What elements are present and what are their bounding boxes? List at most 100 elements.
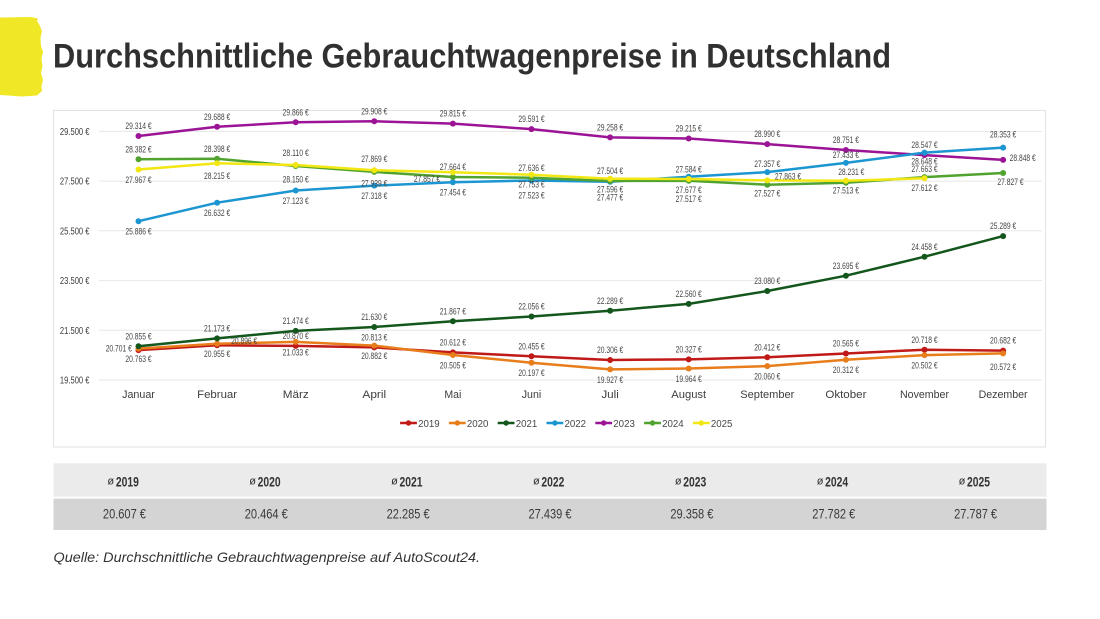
svg-text:ø: ø xyxy=(959,475,966,487)
svg-text:23.080 €: 23.080 € xyxy=(754,276,780,286)
svg-text:Februar: Februar xyxy=(197,389,237,401)
svg-text:21.500 €: 21.500 € xyxy=(60,326,90,337)
svg-text:20.870 €: 20.870 € xyxy=(283,331,309,341)
svg-text:20.896 €: 20.896 € xyxy=(231,336,257,346)
svg-text:27.123 €: 27.123 € xyxy=(283,196,309,206)
svg-text:27.596 €: 27.596 € xyxy=(597,185,623,195)
svg-text:20.701 €: 20.701 € xyxy=(106,343,132,353)
svg-text:21.033 €: 21.033 € xyxy=(283,347,309,357)
svg-text:27.863 €: 27.863 € xyxy=(775,172,801,182)
svg-text:2020: 2020 xyxy=(258,474,281,489)
svg-text:20.607 €: 20.607 € xyxy=(103,505,146,521)
svg-text:20.763 €: 20.763 € xyxy=(125,354,151,364)
svg-text:20.197 €: 20.197 € xyxy=(518,368,544,378)
svg-text:27.477 €: 27.477 € xyxy=(597,193,623,203)
svg-text:27.318 €: 27.318 € xyxy=(361,191,387,201)
svg-text:27.782 €: 27.782 € xyxy=(812,505,855,521)
svg-text:Oktober: Oktober xyxy=(825,389,866,401)
svg-text:20.312 €: 20.312 € xyxy=(833,365,859,375)
svg-text:29.908 €: 29.908 € xyxy=(361,106,387,116)
svg-text:28.150 €: 28.150 € xyxy=(283,175,309,185)
svg-text:28.751 €: 28.751 € xyxy=(833,135,859,145)
svg-text:28.353 €: 28.353 € xyxy=(990,130,1016,140)
svg-text:20.955 €: 20.955 € xyxy=(204,349,230,359)
svg-text:21.867 €: 21.867 € xyxy=(440,306,466,316)
svg-text:27.636 €: 27.636 € xyxy=(518,163,544,173)
svg-text:20.572 €: 20.572 € xyxy=(990,362,1016,372)
svg-text:27.787 €: 27.787 € xyxy=(954,505,997,521)
svg-text:27.753 €: 27.753 € xyxy=(518,180,544,190)
svg-text:Januar: Januar xyxy=(122,389,155,401)
svg-text:2023: 2023 xyxy=(683,474,706,489)
svg-text:März: März xyxy=(283,389,309,401)
svg-text:27.513 €: 27.513 € xyxy=(833,186,859,196)
svg-text:19.964 €: 19.964 € xyxy=(676,374,702,384)
svg-text:20.306 €: 20.306 € xyxy=(597,345,623,355)
svg-text:27.527 €: 27.527 € xyxy=(754,189,780,199)
svg-text:28.547 €: 28.547 € xyxy=(911,140,937,150)
svg-text:23.695 €: 23.695 € xyxy=(833,261,859,271)
svg-text:27.967 €: 27.967 € xyxy=(125,175,151,185)
svg-text:27.504 €: 27.504 € xyxy=(597,166,623,176)
svg-text:ø: ø xyxy=(675,475,682,487)
svg-text:20.682 €: 20.682 € xyxy=(990,336,1016,346)
svg-text:27.517 €: 27.517 € xyxy=(676,194,702,204)
svg-text:ø: ø xyxy=(107,475,114,487)
svg-text:August: August xyxy=(671,389,707,401)
svg-text:25.289 €: 25.289 € xyxy=(990,221,1016,231)
svg-text:28.382 €: 28.382 € xyxy=(125,144,151,154)
svg-text:Durchschnittliche Gebrauchtwag: Durchschnittliche Gebrauchtwagenpreise i… xyxy=(53,37,891,75)
svg-text:27.454 €: 27.454 € xyxy=(440,188,466,198)
svg-text:20.455 €: 20.455 € xyxy=(518,341,544,351)
svg-text:27.500 €: 27.500 € xyxy=(60,177,90,188)
svg-text:20.327 €: 20.327 € xyxy=(676,345,702,355)
svg-text:27.584 €: 27.584 € xyxy=(676,165,702,175)
svg-text:2020: 2020 xyxy=(467,419,489,430)
svg-text:2024: 2024 xyxy=(825,474,848,489)
svg-text:Juni: Juni xyxy=(522,389,542,401)
svg-text:27.857 €: 27.857 € xyxy=(414,174,440,184)
svg-text:29.500 €: 29.500 € xyxy=(60,127,90,138)
svg-text:20.813 €: 20.813 € xyxy=(361,333,387,343)
svg-text:ø: ø xyxy=(533,475,540,487)
svg-text:20.718 €: 20.718 € xyxy=(911,335,937,345)
svg-text:21.173 €: 21.173 € xyxy=(204,324,230,334)
svg-text:27.677 €: 27.677 € xyxy=(676,185,702,195)
svg-text:21.630 €: 21.630 € xyxy=(361,312,387,322)
svg-text:November: November xyxy=(900,389,949,401)
svg-text:20.505 €: 20.505 € xyxy=(440,360,466,370)
svg-text:27.612 €: 27.612 € xyxy=(911,183,937,193)
svg-text:28.110 €: 28.110 € xyxy=(283,148,309,158)
svg-text:26.632 €: 26.632 € xyxy=(204,208,230,218)
svg-text:22.289 €: 22.289 € xyxy=(597,296,623,306)
svg-text:Mai: Mai xyxy=(444,389,461,401)
svg-text:27.663 €: 27.663 € xyxy=(911,164,937,174)
svg-text:2023: 2023 xyxy=(613,419,635,430)
svg-text:27.664 €: 27.664 € xyxy=(440,162,466,172)
svg-text:29.358 €: 29.358 € xyxy=(670,505,713,521)
svg-text:27.869 €: 27.869 € xyxy=(361,154,387,164)
svg-text:21.474 €: 21.474 € xyxy=(283,316,309,326)
svg-text:2021: 2021 xyxy=(400,474,423,489)
svg-text:29.688 €: 29.688 € xyxy=(204,112,230,122)
svg-text:ø: ø xyxy=(817,475,824,487)
svg-text:27.357 €: 27.357 € xyxy=(754,159,780,169)
svg-text:27.523 €: 27.523 € xyxy=(518,191,544,201)
svg-text:20.565 €: 20.565 € xyxy=(833,339,859,349)
svg-text:April: April xyxy=(362,389,386,401)
svg-text:27.939 €: 27.939 € xyxy=(361,179,387,189)
svg-text:27.439 €: 27.439 € xyxy=(529,505,572,521)
svg-text:September: September xyxy=(740,389,794,401)
svg-text:20.060 €: 20.060 € xyxy=(754,372,780,382)
svg-text:24.458 €: 24.458 € xyxy=(911,242,937,252)
svg-text:28.648 €: 28.648 € xyxy=(911,157,937,167)
svg-text:19.500 €: 19.500 € xyxy=(60,376,90,387)
svg-text:22.285 €: 22.285 € xyxy=(387,505,430,521)
svg-text:25.886 €: 25.886 € xyxy=(125,227,151,237)
svg-text:2019: 2019 xyxy=(418,419,440,430)
svg-text:28.848 €: 28.848 € xyxy=(1010,153,1036,163)
svg-text:29.815 €: 29.815 € xyxy=(440,109,466,119)
svg-text:28.231 €: 28.231 € xyxy=(838,167,864,177)
svg-text:25.500 €: 25.500 € xyxy=(60,226,90,237)
svg-text:20.412 €: 20.412 € xyxy=(754,342,780,352)
